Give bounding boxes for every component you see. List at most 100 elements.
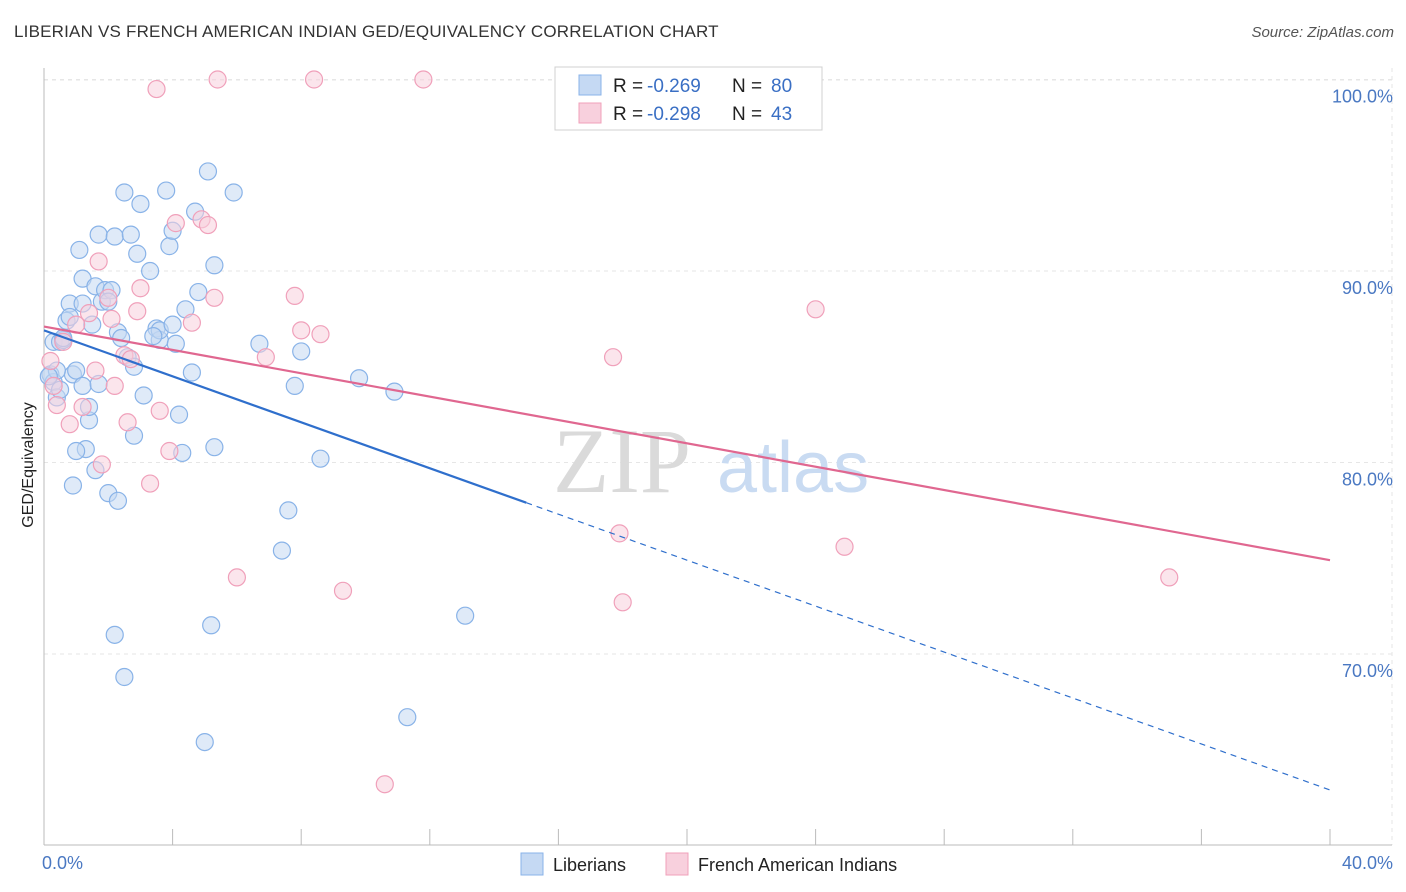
y-axis-label: GED/Equivalency <box>20 402 37 527</box>
point-0-36 <box>157 181 176 200</box>
point-0-68 <box>398 708 417 727</box>
legend-n-value-1: 80 <box>771 76 792 97</box>
x-tick-label-min: 0.0% <box>42 853 83 873</box>
watermark-atlas: atlas <box>717 428 869 508</box>
point-0-18 <box>89 225 108 244</box>
point-0-37 <box>160 237 179 256</box>
point-1-21 <box>160 441 179 461</box>
point-1-31 <box>311 325 330 344</box>
trend-line-0 <box>43 329 527 504</box>
data-points <box>39 70 1179 794</box>
point-1-34 <box>414 70 433 89</box>
bottom-legend-liberians: Liberians <box>553 855 626 875</box>
point-0-30 <box>128 244 147 263</box>
series-liberians <box>39 162 475 752</box>
point-1-3 <box>54 332 73 351</box>
point-1-32 <box>333 581 353 600</box>
point-1-0 <box>41 351 60 371</box>
axes: 70.0% 80.0% 90.0% 100.0% <box>43 68 1393 846</box>
y-tick-label-80: 80.0% <box>1342 470 1393 490</box>
point-1-25 <box>198 215 218 235</box>
point-1-33 <box>375 775 394 794</box>
y-tick-label-100: 100.0% <box>1332 87 1393 107</box>
legend-n-value-2: 43 <box>771 104 792 125</box>
point-1-26 <box>205 288 224 307</box>
point-1-40 <box>613 593 632 612</box>
point-1-22 <box>166 214 185 233</box>
point-0-59 <box>108 491 128 510</box>
point-0-12 <box>73 376 92 395</box>
point-1-7 <box>79 304 99 323</box>
point-1-10 <box>92 455 111 474</box>
legend-n-label-2: N = <box>732 104 762 125</box>
y-tick-label-90: 90.0% <box>1342 278 1393 298</box>
point-1-29 <box>285 286 304 305</box>
point-1-41 <box>806 300 825 319</box>
trend-line-1 <box>43 325 1331 562</box>
trend-line-dashed-0 <box>526 502 1331 791</box>
point-1-20 <box>150 401 169 420</box>
point-0-50 <box>292 342 311 361</box>
point-1-4 <box>60 415 79 434</box>
point-0-28 <box>121 225 140 244</box>
watermark: ZIP atlas <box>553 410 869 512</box>
point-1-6 <box>73 397 92 417</box>
point-1-28 <box>256 348 275 367</box>
legend-r-value-2: -0.298 <box>647 104 701 125</box>
point-1-27 <box>227 568 246 587</box>
point-1-18 <box>131 279 150 298</box>
point-0-64 <box>195 732 214 752</box>
bottom-legend-french: French American Indians <box>698 855 897 875</box>
legend-swatch-liberians <box>578 74 602 96</box>
point-0-66 <box>205 438 224 457</box>
point-0-11 <box>70 240 89 260</box>
legend-r-value-1: -0.269 <box>647 76 701 97</box>
point-0-33 <box>140 261 160 281</box>
point-0-51 <box>311 449 330 468</box>
point-1-43 <box>1160 568 1179 587</box>
point-0-25 <box>112 328 131 348</box>
point-0-40 <box>169 405 189 424</box>
point-1-13 <box>105 376 124 395</box>
bottom-legend-swatch-french <box>665 852 689 876</box>
point-0-65 <box>202 616 221 635</box>
point-1-2 <box>47 395 66 415</box>
watermark-zip: ZIP <box>553 410 691 512</box>
bottom-legend-swatch-liberians <box>520 852 544 876</box>
point-0-75 <box>144 327 163 346</box>
point-1-11 <box>99 288 118 307</box>
legend-r-label-1: R = <box>613 76 643 97</box>
legend-n-label-1: N = <box>732 76 762 97</box>
point-0-42 <box>182 363 201 382</box>
legend-swatch-french-american-indians <box>578 102 602 124</box>
legend-box: R = -0.269 N = 80 R = -0.298 N = 43 <box>554 66 823 131</box>
point-0-32 <box>134 386 153 405</box>
point-0-44 <box>198 162 218 181</box>
point-1-12 <box>102 309 121 328</box>
point-0-76 <box>163 315 182 334</box>
point-0-67 <box>272 541 292 560</box>
point-0-69 <box>456 606 475 625</box>
point-0-55 <box>63 476 83 495</box>
point-0-45 <box>205 256 224 275</box>
point-0-49 <box>285 376 304 395</box>
point-1-36 <box>208 70 227 89</box>
x-tick-label-max: 40.0% <box>1342 853 1393 873</box>
point-0-60 <box>105 625 124 644</box>
point-0-23 <box>105 227 124 246</box>
point-0-56 <box>67 441 86 461</box>
point-1-30 <box>292 321 311 340</box>
point-0-48 <box>279 501 298 520</box>
point-1-35 <box>304 70 324 89</box>
gridlines <box>44 68 1393 845</box>
point-1-38 <box>603 348 623 367</box>
source-label: Source: ZipAtlas.com <box>1251 24 1394 41</box>
point-1-23 <box>182 313 201 332</box>
point-1-8 <box>86 361 105 380</box>
point-0-10 <box>67 361 86 380</box>
point-0-26 <box>115 183 134 202</box>
point-0-61 <box>115 667 134 687</box>
point-1-17 <box>128 302 147 321</box>
chart-title: LIBERIAN VS FRENCH AMERICAN INDIAN GED/E… <box>14 22 719 41</box>
